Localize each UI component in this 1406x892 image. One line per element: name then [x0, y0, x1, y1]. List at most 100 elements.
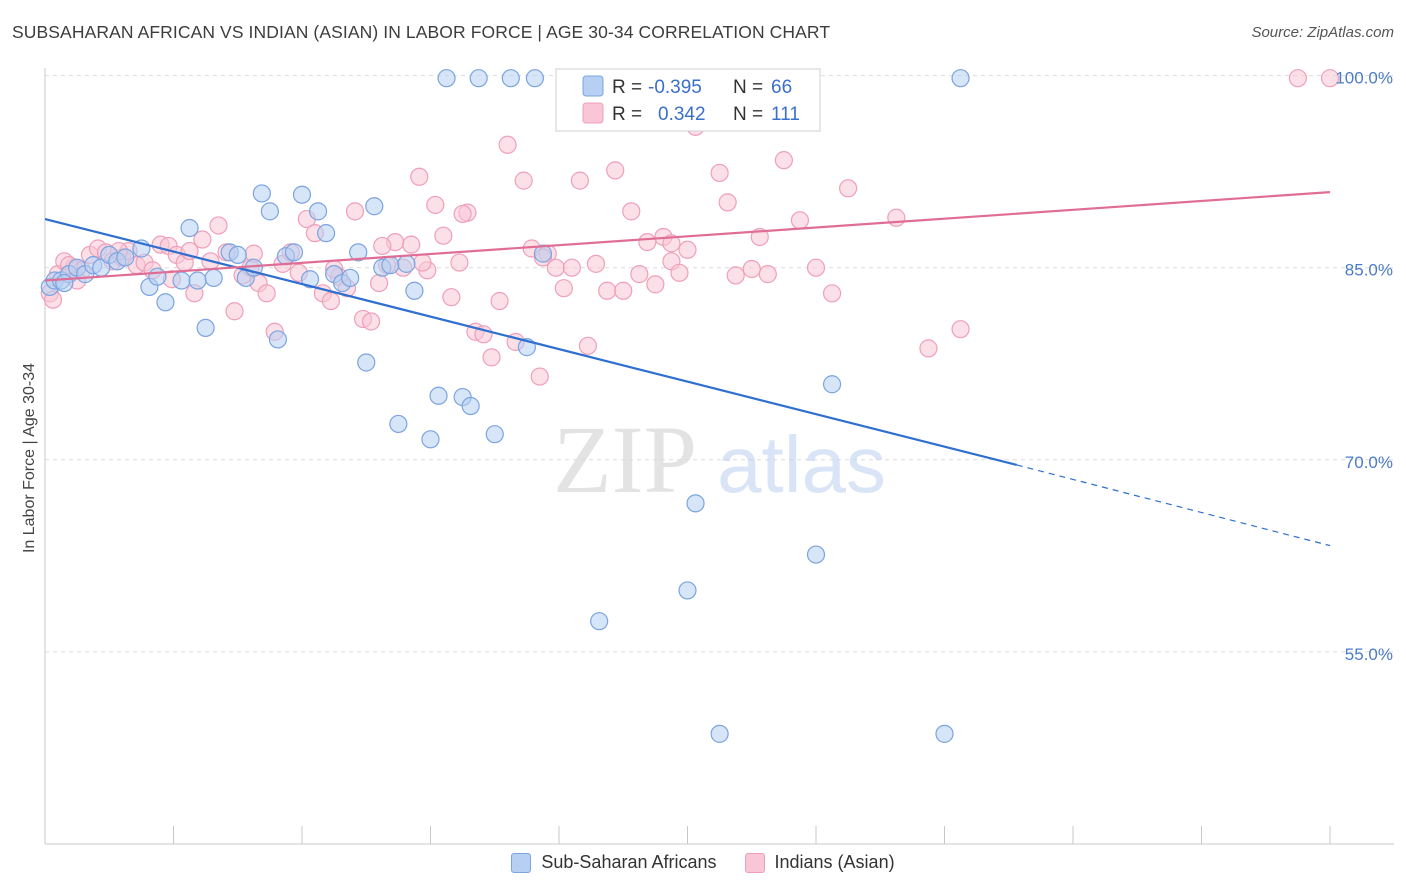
legend-swatch-indian [744, 852, 765, 873]
indian-point-102 [373, 236, 392, 256]
subsaharan-point-31 [308, 202, 328, 221]
subsaharan-point-15 [172, 271, 191, 290]
y-tick-label-3: 55.0% [1345, 645, 1393, 664]
indian-point-69 [598, 281, 617, 300]
indian-point-59 [514, 171, 533, 190]
data-points [40, 69, 1340, 743]
indian-point-90 [822, 284, 842, 303]
indian-point-106 [614, 281, 633, 300]
subsaharan-point-62 [822, 375, 842, 394]
subsaharan-point-21 [228, 245, 247, 265]
indian-point-68 [586, 254, 606, 273]
indian-point-50 [442, 288, 461, 307]
subsaharan-point-36 [349, 243, 368, 262]
indian-point-86 [758, 265, 777, 284]
indian-point-72 [630, 265, 649, 284]
legend-swatch-blue [582, 75, 604, 97]
subsaharan-point-32 [316, 224, 336, 243]
legend-n-value-1: 66 [771, 77, 792, 98]
subsaharan-point-58 [686, 494, 705, 513]
subsaharan-point-28 [284, 243, 304, 262]
legend-n-label-1: N = [733, 77, 763, 98]
indian-point-48 [426, 195, 445, 215]
axes [44, 68, 1394, 845]
indian-point-27 [257, 284, 276, 303]
subsaharan-point-63 [935, 724, 954, 743]
subsaharan-point-65 [55, 273, 74, 293]
subsaharan-point-35 [341, 268, 360, 288]
indian-point-41 [370, 273, 389, 293]
indian-point-65 [562, 258, 581, 277]
indian-point-91 [839, 179, 858, 198]
indian-point-35 [321, 291, 341, 311]
subsaharan-point-26 [268, 330, 288, 349]
indian-point-19 [193, 230, 212, 249]
watermark-atlas: atlas [717, 420, 886, 509]
legend-n-label-2: N = [733, 104, 763, 125]
subsaharan-point-55 [590, 612, 609, 631]
indian-point-103 [413, 253, 432, 272]
indian-point-87 [774, 151, 793, 170]
subsaharan-point-51 [501, 69, 520, 88]
indian-point-45 [402, 235, 421, 254]
legend-r-label-2: R = [612, 104, 642, 125]
indian-point-92 [887, 208, 906, 227]
indian-point-46 [410, 167, 429, 186]
subsaharan-point-30 [300, 270, 320, 289]
indian-point-38 [345, 202, 365, 221]
watermark: ZIP atlas [553, 406, 886, 513]
indian-point-84 [742, 259, 761, 279]
legend-swatch-subsaharan [511, 852, 532, 873]
indian-point-23 [225, 302, 244, 321]
y-tick-label-0: 100.0% [1335, 69, 1393, 88]
subsaharan-point-24 [252, 184, 271, 203]
indian-point-40 [361, 312, 381, 331]
indian-point-77 [670, 263, 689, 282]
subsaharan-trend-extension [1016, 464, 1331, 547]
legend-item-indian: Indians (Asian) [744, 852, 895, 873]
subsaharan-point-53 [525, 69, 545, 88]
y-axis-label: In Labor Force | Age 30-34 [21, 363, 38, 553]
tick-labels: 100.0%85.0%70.0%55.0%0.0%80.0% [1335, 69, 1393, 664]
indian-point-21 [209, 216, 228, 235]
indian-point-94 [951, 320, 970, 339]
scatter-chart: ZIP atlas 100.0%85.0%70.0%55.0%0.0%80.0%… [21, 68, 1394, 845]
subsaharan-point-16 [180, 218, 199, 238]
indian-point-78 [678, 240, 697, 259]
subsaharan-point-49 [469, 69, 488, 88]
subsaharan-point-61 [806, 545, 826, 564]
subsaharan-point-44 [421, 430, 440, 449]
indian-point-96 [1320, 69, 1340, 88]
indian-point-51 [450, 253, 469, 272]
subsaharan-point-42 [397, 254, 416, 273]
legend-item-subsaharan: Sub-Saharan Africans [511, 852, 717, 873]
y-tick-label-2: 70.0% [1345, 453, 1393, 472]
indian-point-61 [530, 367, 549, 386]
series-legend: Sub-Saharan Africans Indians (Asian) [0, 852, 1406, 873]
legend-r-label-1: R = [612, 77, 642, 98]
indian-point-107 [662, 234, 681, 253]
subsaharan-point-59 [710, 724, 729, 743]
subsaharan-point-45 [429, 386, 448, 405]
subsaharan-point-48 [461, 396, 480, 416]
legend-label-indian: Indians (Asian) [774, 852, 895, 872]
subsaharan-point-41 [389, 414, 408, 434]
indian-point-67 [578, 336, 598, 355]
indian-point-49 [434, 226, 453, 245]
subsaharan-point-40 [381, 256, 400, 275]
indian-point-89 [806, 258, 826, 277]
legend-swatch-pink [582, 102, 604, 124]
subsaharan-point-25 [260, 202, 279, 221]
indian-point-81 [710, 163, 729, 183]
trend-lines [44, 191, 1331, 547]
subsaharan-trend-line [44, 217, 1018, 466]
subsaharan-point-46 [437, 69, 456, 88]
indian-point-93 [919, 339, 938, 358]
indian-point-95 [1288, 69, 1307, 88]
subsaharan-point-57 [678, 581, 697, 600]
legend-label-subsaharan: Sub-Saharan Africans [541, 852, 717, 872]
subsaharan-point-50 [485, 425, 504, 444]
indian-point-104 [453, 204, 472, 224]
gridlines [45, 75, 1394, 653]
indian-point-83 [726, 266, 745, 285]
